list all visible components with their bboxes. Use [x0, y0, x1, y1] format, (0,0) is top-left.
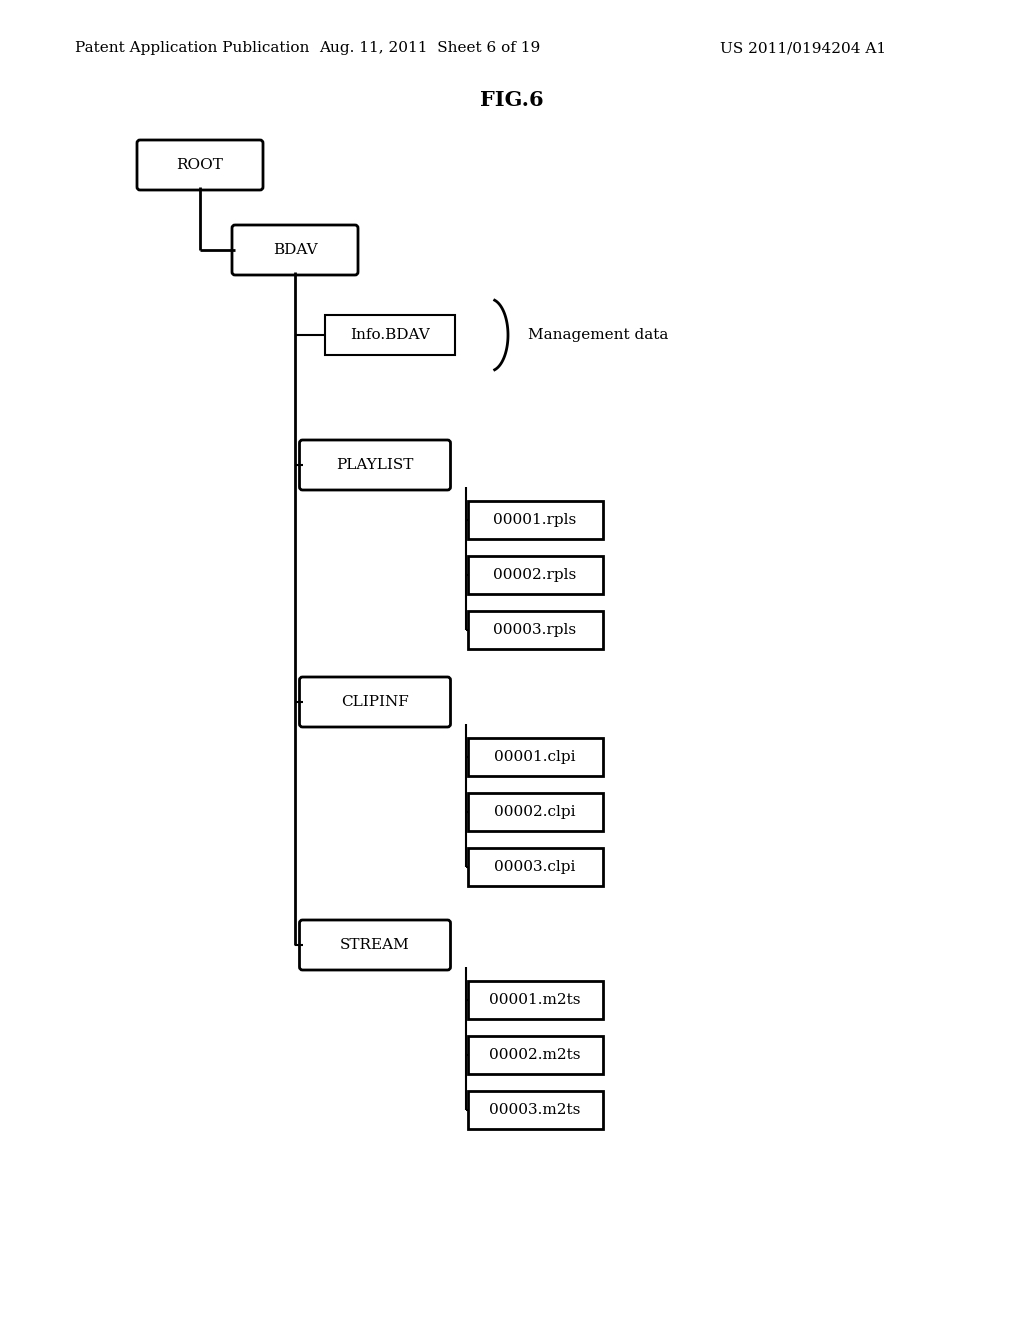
Bar	[468, 793, 602, 832]
Text: CLIPINF: CLIPINF	[341, 696, 409, 709]
Text: Aug. 11, 2011  Sheet 6 of 19: Aug. 11, 2011 Sheet 6 of 19	[319, 41, 541, 55]
Bar	[468, 1092, 602, 1129]
FancyBboxPatch shape	[299, 677, 451, 727]
Text: BDAV: BDAV	[272, 243, 317, 257]
Text: PLAYLIST: PLAYLIST	[336, 458, 414, 473]
Text: 00002.rpls: 00002.rpls	[494, 568, 577, 582]
Text: ROOT: ROOT	[176, 158, 223, 172]
Text: Patent Application Publication: Patent Application Publication	[75, 41, 309, 55]
Bar	[468, 611, 602, 649]
Bar	[468, 1036, 602, 1074]
Text: US 2011/0194204 A1: US 2011/0194204 A1	[720, 41, 886, 55]
FancyBboxPatch shape	[137, 140, 263, 190]
Bar	[468, 738, 602, 776]
Text: 00001.rpls: 00001.rpls	[494, 513, 577, 527]
Bar	[468, 556, 602, 594]
FancyBboxPatch shape	[232, 224, 358, 275]
Text: FIG.6: FIG.6	[480, 90, 544, 110]
Text: Info.BDAV: Info.BDAV	[350, 327, 430, 342]
Text: 00003.clpi: 00003.clpi	[495, 861, 575, 874]
Bar	[468, 847, 602, 886]
Bar	[468, 502, 602, 539]
Text: 00002.m2ts: 00002.m2ts	[489, 1048, 581, 1063]
Text: 00001.clpi: 00001.clpi	[495, 750, 575, 764]
Text: 00003.m2ts: 00003.m2ts	[489, 1104, 581, 1117]
Bar	[468, 981, 602, 1019]
FancyBboxPatch shape	[299, 920, 451, 970]
Text: Management data: Management data	[528, 327, 669, 342]
Text: 00003.rpls: 00003.rpls	[494, 623, 577, 638]
Text: 00002.clpi: 00002.clpi	[495, 805, 575, 818]
Text: 00001.m2ts: 00001.m2ts	[489, 993, 581, 1007]
Bar	[325, 315, 455, 355]
FancyBboxPatch shape	[299, 440, 451, 490]
Text: STREAM: STREAM	[340, 939, 410, 952]
